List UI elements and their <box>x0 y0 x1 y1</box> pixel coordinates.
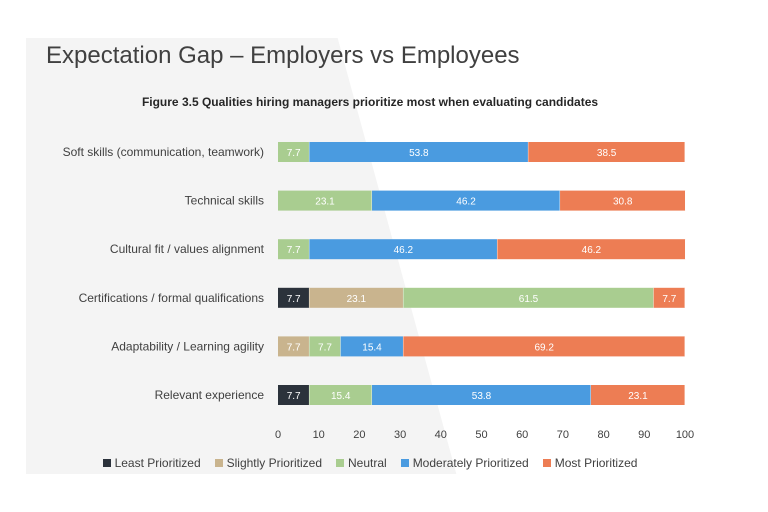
bar-segment <box>528 142 685 162</box>
data-label: 69.2 <box>534 342 554 353</box>
data-label: 7.7 <box>287 391 301 402</box>
category-label: Adaptability / Learning agility <box>111 339 264 353</box>
x-tick-label: 90 <box>638 429 650 441</box>
page-title: Expectation Gap – Employers vs Employees <box>46 42 520 69</box>
legend-item: Moderately Prioritized <box>400 456 529 470</box>
x-tick-label: 80 <box>597 429 609 441</box>
x-tick-label: 40 <box>435 429 447 441</box>
x-tick-label: 50 <box>475 429 487 441</box>
chart-legend: Least Prioritized Slightly Prioritized Neu… <box>0 456 740 470</box>
bar-segment <box>340 336 404 357</box>
data-label: 61.5 <box>519 294 539 305</box>
bar-segment <box>372 385 591 405</box>
category-label: Cultural fit / values alignment <box>110 242 265 256</box>
data-label: 23.1 <box>315 197 335 208</box>
legend-item: Slightly Prioritized <box>214 456 322 470</box>
data-label: 15.4 <box>362 342 382 353</box>
legend-swatch <box>214 459 223 467</box>
data-label: 38.5 <box>597 148 617 159</box>
legend-label: Moderately Prioritized <box>412 456 529 470</box>
category-label: Soft skills (communication, teamwork) <box>63 145 264 159</box>
bar-segment <box>309 287 404 308</box>
legend-item: Neutral <box>336 456 387 470</box>
legend-swatch <box>400 459 409 467</box>
x-tick-label: 70 <box>557 429 569 441</box>
legend-label: Least Prioritized <box>114 456 201 470</box>
bar-segment <box>278 385 310 405</box>
bar-segment <box>309 239 498 260</box>
legend-label: Neutral <box>348 456 387 470</box>
data-label: 23.1 <box>347 294 367 305</box>
x-tick-label: 100 <box>676 429 694 441</box>
bar-segment <box>403 336 685 357</box>
data-label: 30.8 <box>613 197 633 208</box>
bar-segment <box>278 336 310 357</box>
legend-item: Least Prioritized <box>102 456 201 470</box>
data-label: 46.2 <box>582 245 602 256</box>
data-label: 7.7 <box>287 294 301 305</box>
x-tick-label: 0 <box>275 429 281 441</box>
data-label: 7.7 <box>287 148 301 159</box>
bar-segment <box>309 336 341 357</box>
category-label: Certifications / formal qualifications <box>79 291 264 305</box>
bar-segment <box>278 239 310 260</box>
category-label: Technical skills <box>185 194 264 208</box>
x-tick-label: 20 <box>353 429 365 441</box>
data-label: 15.4 <box>331 391 351 402</box>
bar-segment <box>497 239 686 260</box>
chart-title: Figure 3.5 Qualities hiring managers pri… <box>141 95 599 109</box>
x-tick-label: 60 <box>516 429 528 441</box>
data-label: 46.2 <box>456 197 476 208</box>
data-label: 46.2 <box>394 245 414 256</box>
data-label: 23.1 <box>628 391 648 402</box>
data-label: 7.7 <box>287 342 301 353</box>
data-label: 53.8 <box>472 391 492 402</box>
legend-swatch <box>336 459 344 467</box>
legend-label: Slightly Prioritized <box>226 456 322 470</box>
legend-label: Most Prioritized <box>554 456 638 470</box>
x-tick-label: 10 <box>313 429 325 441</box>
data-label: 7.7 <box>287 245 301 256</box>
legend-item: Most Prioritized <box>542 456 638 470</box>
x-tick-label: 30 <box>394 429 406 441</box>
legend-swatch <box>102 459 111 467</box>
bar-segment <box>403 287 654 308</box>
bar-segment <box>309 142 529 162</box>
bar-segment <box>278 142 310 162</box>
bar-segment <box>278 287 310 308</box>
category-label: Relevant experience <box>155 388 265 402</box>
data-label: 53.8 <box>409 148 429 159</box>
bar-segment <box>372 190 561 211</box>
bar-segment <box>309 385 373 405</box>
data-label: 7.7 <box>318 342 332 353</box>
bar-segment <box>560 190 686 211</box>
bar-segment <box>278 190 373 211</box>
data-label: 7.7 <box>662 294 676 305</box>
bar-segment <box>653 287 685 308</box>
bar-segment <box>590 385 685 405</box>
legend-swatch <box>542 459 551 467</box>
